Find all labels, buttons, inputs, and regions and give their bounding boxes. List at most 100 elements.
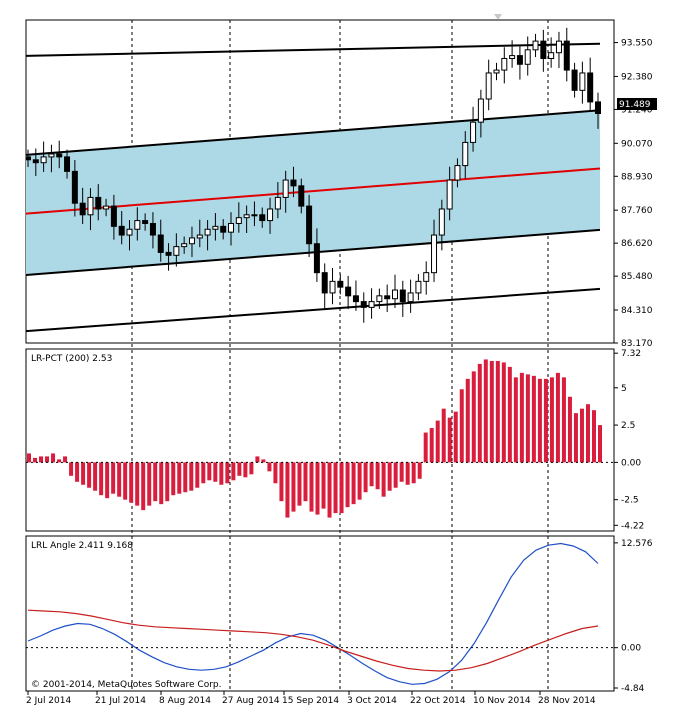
lrpct-bar [477, 363, 482, 463]
candle-body [345, 286, 352, 297]
candle-body [40, 156, 47, 164]
lrpct-bar [165, 462, 170, 502]
lrpct-axis-label: -4.22 [621, 521, 644, 531]
lrpct-bar [63, 456, 68, 463]
current-price-tag: 91.489 [617, 98, 657, 110]
lrpct-bar [153, 462, 158, 502]
lrpct-bar [483, 359, 488, 463]
candle-body [64, 156, 71, 172]
candle-body [501, 57, 508, 71]
candle-body [368, 301, 375, 308]
lrpct-bar [189, 462, 194, 491]
lrpct-bar [543, 378, 548, 463]
candle-body [95, 196, 102, 210]
candle-body [251, 214, 258, 217]
lrpct-bar [195, 462, 200, 488]
lrpct-bar [555, 372, 560, 463]
lrpct-bar [27, 453, 31, 463]
candle-body [126, 228, 133, 236]
candle-body [321, 272, 328, 294]
candle-body [56, 153, 63, 158]
lrpct-bar [573, 413, 578, 463]
lrpct-bar [357, 462, 362, 500]
candle-body [532, 40, 539, 51]
lrpct-bar [405, 462, 410, 485]
current-price-label: 91.489 [619, 100, 651, 110]
price-chart [26, 27, 601, 333]
lrpct-bar [117, 462, 122, 497]
lrpct-bar [447, 417, 452, 463]
lrpct-bar [123, 462, 128, 500]
lrpct-bar [519, 372, 524, 463]
lrpct-bar [141, 462, 146, 511]
lrl-axis-label: -4.84 [621, 684, 645, 694]
candle-body [188, 237, 195, 245]
candle-body [157, 234, 164, 253]
candle-body [540, 40, 547, 59]
candle-body [26, 156, 31, 161]
lrpct-bar [303, 462, 308, 502]
lrpct-bar [207, 462, 212, 481]
candle-body [298, 185, 305, 207]
lrl-angle-blue-line [27, 542, 599, 685]
candle-body [485, 72, 492, 100]
lrpct-bar [69, 462, 74, 476]
lrpct-bar [381, 462, 386, 497]
lrpct-bar [495, 360, 500, 463]
lrpct-bar [327, 462, 332, 518]
lrpct-bar [525, 374, 530, 463]
price-axis-label: 92.380 [621, 72, 653, 82]
chart-shift-marker-icon[interactable] [494, 14, 502, 20]
lrpct-bar [297, 462, 302, 506]
lrpct-bar [321, 462, 326, 509]
lrpct-bar [453, 411, 458, 463]
lrpct-bar [231, 462, 236, 481]
candle-body [571, 69, 578, 91]
price-axis-label: 91.240 [621, 105, 653, 115]
lrpct-panel [25, 348, 615, 532]
candle-body [493, 69, 500, 74]
candle-body [118, 225, 125, 236]
candle-body [555, 40, 562, 54]
date-axis-label: 28 Nov 2014 [538, 696, 596, 706]
lrpct-bar [57, 459, 62, 463]
candle-body [563, 40, 570, 71]
candle-body [142, 220, 149, 224]
lrpct-bar [93, 462, 98, 491]
lrl-panel [25, 535, 615, 692]
lrpct-bar [105, 462, 110, 499]
lrpct-bar [309, 462, 314, 512]
candle-body [48, 153, 55, 158]
candle-body [134, 220, 141, 230]
lrpct-bar [291, 462, 296, 512]
candle-body [516, 55, 523, 65]
candle-body [110, 205, 117, 227]
candle-body [313, 243, 320, 274]
lrpct-bar [87, 462, 92, 488]
lrpct-axis-label: 5 [621, 384, 627, 394]
lrpct-bar [261, 459, 266, 463]
lrpct-bar [375, 462, 380, 490]
date-axis-label: 8 Aug 2014 [159, 696, 211, 706]
lrpct-bar [537, 378, 542, 463]
lrpct-axis-label: 0.00 [621, 458, 641, 468]
lrpct-bar [501, 362, 506, 463]
date-axis-label: 27 Aug 2014 [222, 696, 280, 706]
lrpct-bar [225, 462, 230, 484]
lrpct-bar [585, 404, 590, 463]
candle-body [71, 170, 78, 204]
candle-body [103, 205, 110, 210]
lrpct-bar [411, 462, 416, 484]
outer-upper-channel-line [26, 42, 601, 57]
candle-body [274, 196, 281, 210]
lrpct-bar [393, 462, 398, 488]
date-axis-label: 21 Jul 2014 [95, 696, 146, 706]
lrpct-bar [435, 420, 440, 463]
candle-body [329, 280, 336, 294]
candle-body [415, 280, 422, 294]
candle-body [204, 228, 211, 236]
candle-body [87, 196, 94, 216]
price-axis-label: 85.480 [621, 272, 653, 282]
regression-line [26, 167, 601, 215]
